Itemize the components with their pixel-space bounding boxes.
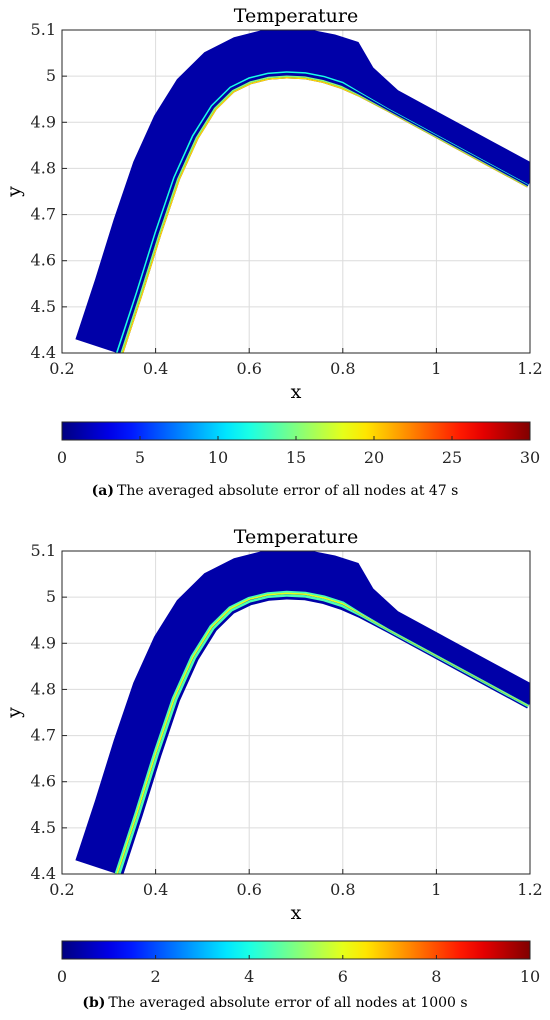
y-tick-label: 4.9 <box>31 633 56 652</box>
colorbar-tick-label: 6 <box>338 967 348 986</box>
caption-text: The averaged absolute error of all nodes… <box>117 483 458 499</box>
colorbar-tick-label: 4 <box>244 967 254 986</box>
y-axis-label: y <box>3 707 25 719</box>
x-tick-label: 0.8 <box>330 880 355 899</box>
y-tick-label: 5 <box>46 587 56 606</box>
x-tick-label: 1.2 <box>517 359 542 378</box>
x-tick-label: 0.2 <box>49 880 74 899</box>
y-tick-label: 4.4 <box>31 864 56 883</box>
y-tick-label: 4.5 <box>31 818 56 837</box>
colorbar-tick-label: 5 <box>135 448 145 467</box>
y-tick-label: 4.8 <box>31 679 56 698</box>
x-tick-label: 1 <box>431 880 441 899</box>
temperature-field <box>75 551 530 874</box>
colorbar-tick-label: 10 <box>208 448 228 467</box>
x-axis-label: x <box>291 902 302 924</box>
colorbar-tick-label: 15 <box>286 448 306 467</box>
x-axis-label: x <box>291 381 302 403</box>
y-tick-label: 4.5 <box>31 297 56 316</box>
y-tick-label: 5.1 <box>31 541 56 560</box>
x-tick-label: 0.8 <box>330 359 355 378</box>
y-tick-label: 4.7 <box>31 726 56 745</box>
caption-label: (a) <box>92 483 114 499</box>
y-axis-label: y <box>3 186 25 198</box>
colorbar-tick-label: 20 <box>364 448 384 467</box>
y-tick-label: 4.8 <box>31 158 56 177</box>
x-tick-label: 1.2 <box>517 880 542 899</box>
y-tick-label: 4.4 <box>31 343 56 362</box>
figure-caption: (b) The averaged absolute error of all no… <box>82 995 467 1011</box>
axes-box <box>61 29 531 354</box>
temperature-field <box>75 30 530 353</box>
colorbar-tick-label: 30 <box>520 448 540 467</box>
chart-title: Temperature <box>234 5 358 27</box>
colorbar-tick-label: 10 <box>520 967 540 986</box>
x-tick-label: 0.2 <box>49 359 74 378</box>
colorbar-tick-label: 0 <box>57 967 67 986</box>
caption-label: (b) <box>82 995 105 1011</box>
colorbar <box>61 940 531 960</box>
chart-panel-1: 0.2 0.4 0.6 0.8 1 1.2 4.4 4.5 4.6 4.7 4.8 4.9 5 5.1 Te… <box>3 5 543 499</box>
chart-panel-2: 0.2 0.4 0.6 0.8 1 1.2 4.4 4.5 4.6 4.7 4.8 4.9 5 5.1 Te… <box>3 526 543 1011</box>
colorbar-tick-label: 0 <box>57 448 67 467</box>
chart-title: Temperature <box>234 526 358 548</box>
y-tick-label: 4.6 <box>31 251 56 270</box>
y-tick-label: 4.7 <box>31 205 56 224</box>
colorbar-tick-label: 25 <box>442 448 462 467</box>
x-tick-label: 1 <box>431 359 441 378</box>
y-tick-label: 5.1 <box>31 20 56 39</box>
caption-text: The averaged absolute error of all nodes… <box>108 995 467 1011</box>
axes-box <box>61 550 531 875</box>
y-tick-label: 5 <box>46 66 56 85</box>
figure-caption: (a) The averaged absolute error of all no… <box>92 483 459 499</box>
x-tick-label: 0.6 <box>236 880 261 899</box>
field-base <box>75 551 530 874</box>
x-tick-label: 0.4 <box>143 880 168 899</box>
x-tick-label: 0.4 <box>143 359 168 378</box>
x-tick-label: 0.6 <box>236 359 261 378</box>
colorbar-tick-label: 8 <box>431 967 441 986</box>
y-tick-label: 4.6 <box>31 772 56 791</box>
y-tick-label: 4.9 <box>31 112 56 131</box>
colorbar-tick-label: 2 <box>151 967 161 986</box>
field-base <box>75 30 530 353</box>
